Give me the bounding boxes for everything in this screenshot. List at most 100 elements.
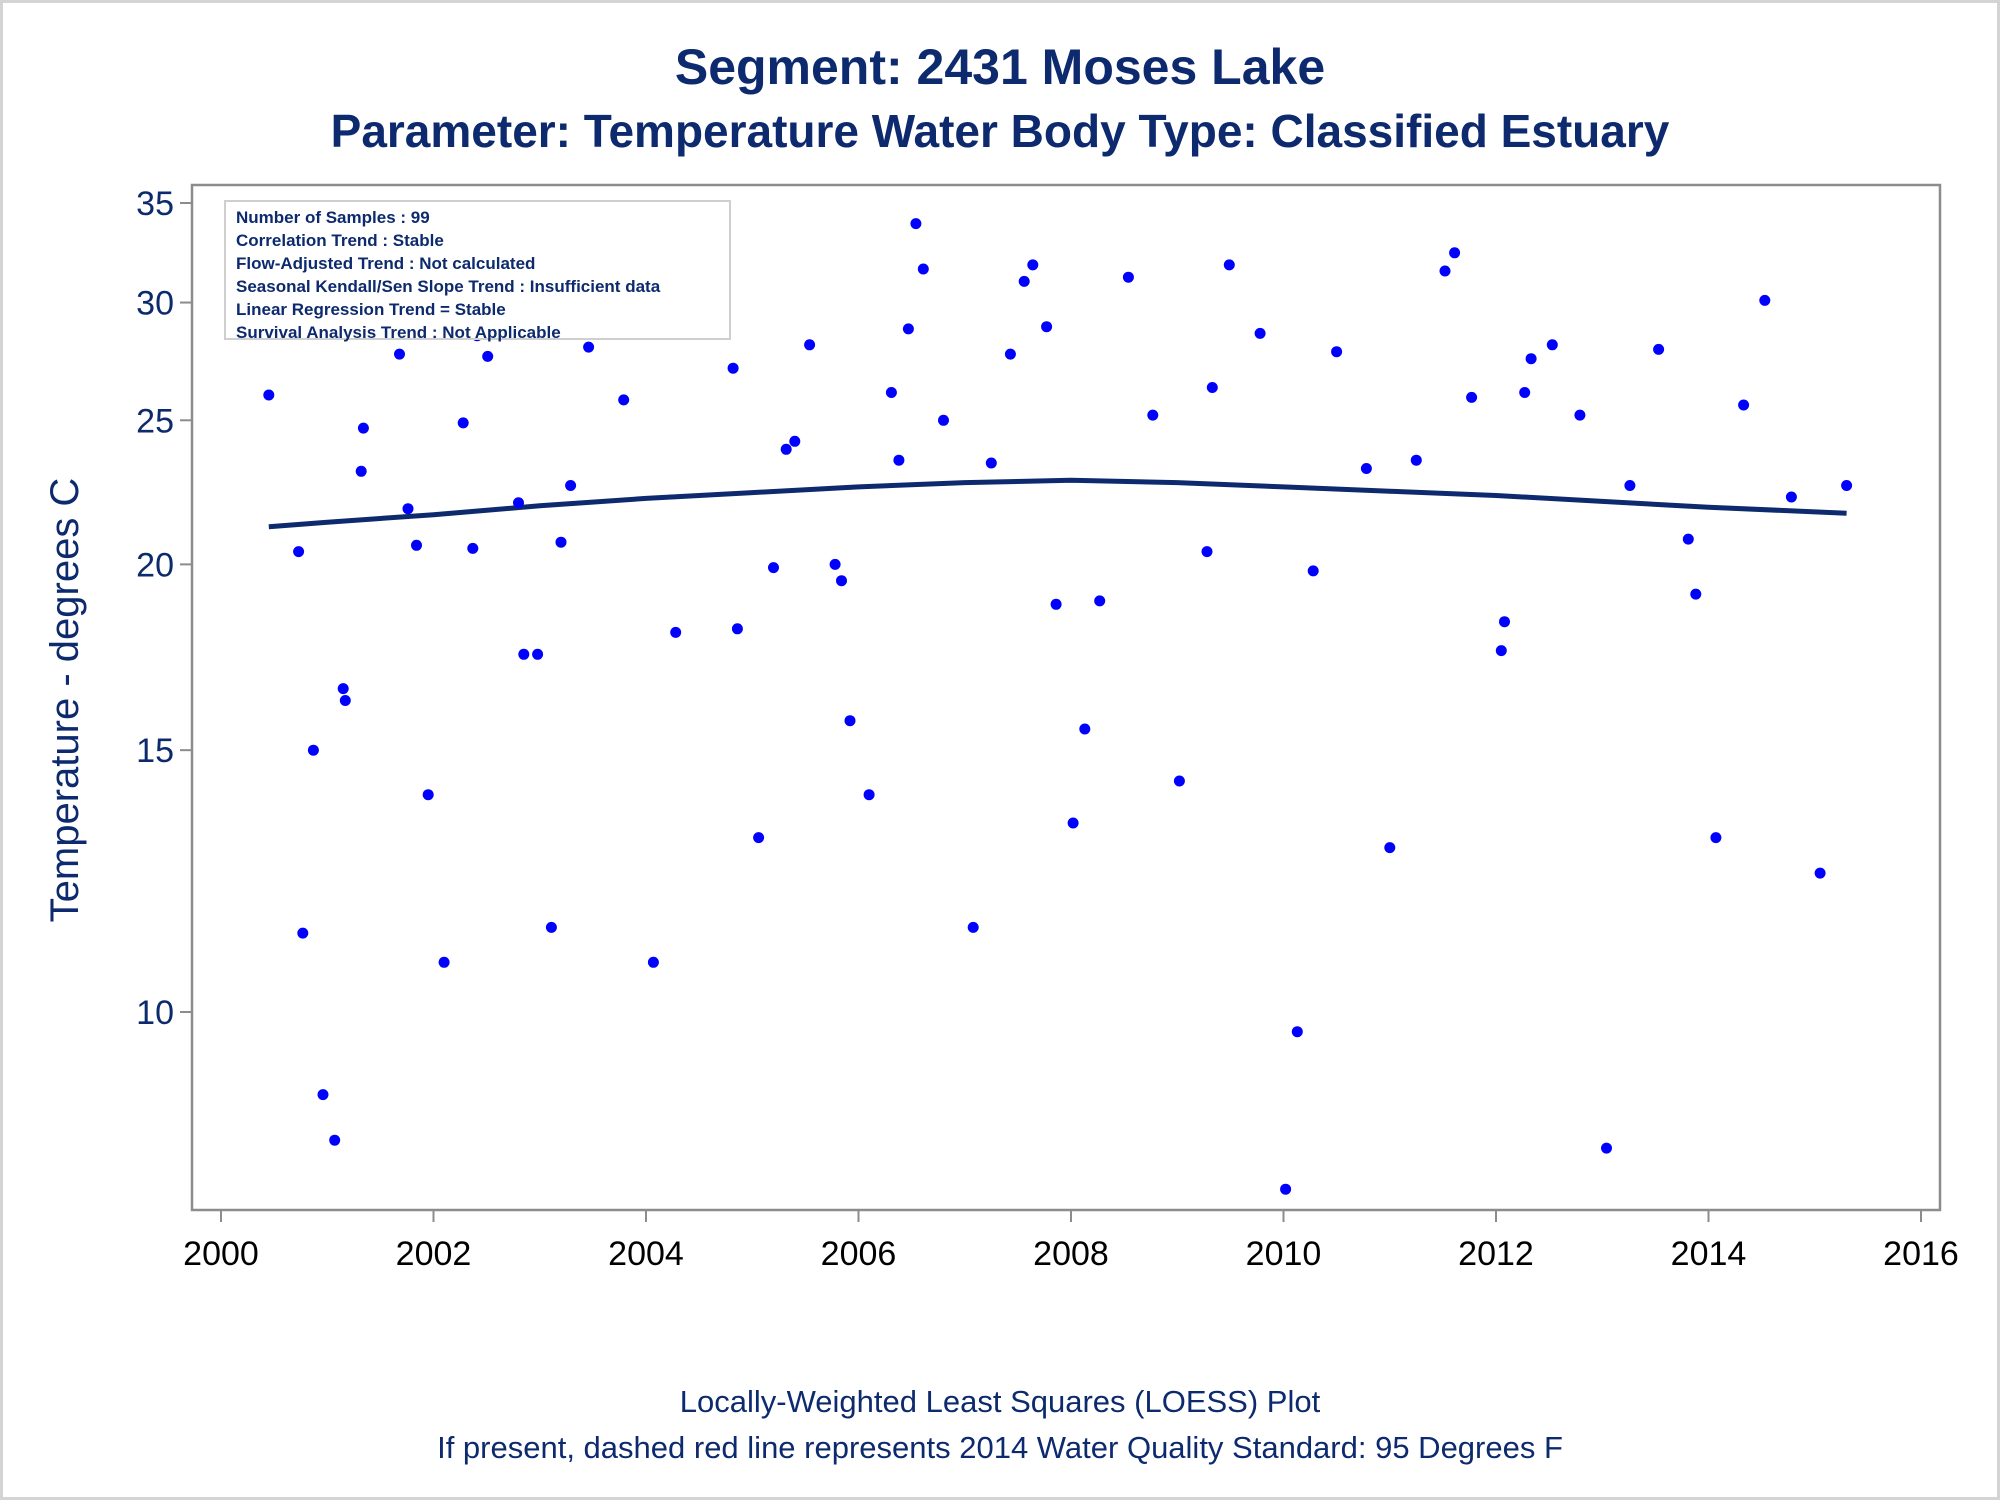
data-point xyxy=(902,323,914,335)
x-tick-label: 2012 xyxy=(1458,1235,1534,1273)
data-point xyxy=(1147,409,1159,421)
data-point xyxy=(910,218,922,230)
data-point xyxy=(1173,775,1185,787)
data-point xyxy=(1331,346,1343,358)
chart-title: Segment: 2431 Moses Lake xyxy=(674,39,1326,95)
data-point xyxy=(1384,842,1396,854)
data-point xyxy=(789,435,801,447)
data-point xyxy=(670,626,682,638)
x-tick-label: 2014 xyxy=(1671,1235,1747,1273)
data-point xyxy=(402,503,414,515)
data-point xyxy=(1067,817,1079,829)
data-point xyxy=(1449,247,1461,259)
stat-flow-adjusted-trend: Flow-Adjusted Trend : Not calculated xyxy=(236,254,536,273)
y-tick-label: 20 xyxy=(136,546,174,584)
x-tick-label: 2002 xyxy=(396,1235,472,1273)
data-point xyxy=(731,623,743,635)
data-point xyxy=(1206,382,1218,393)
data-point xyxy=(1079,723,1091,735)
data-point xyxy=(1759,294,1771,306)
x-tick-label: 2016 xyxy=(1883,1235,1959,1273)
data-point xyxy=(1223,259,1235,271)
data-point xyxy=(1690,588,1702,600)
data-point xyxy=(1785,491,1797,503)
data-point xyxy=(893,454,905,466)
data-point xyxy=(339,695,351,706)
data-point xyxy=(1094,595,1106,607)
footnote-loess: Locally-Weighted Least Squares (LOESS) P… xyxy=(679,1384,1321,1419)
plot-area-frame xyxy=(190,183,1942,1212)
data-point xyxy=(753,832,765,844)
data-point xyxy=(647,956,659,968)
data-point xyxy=(307,744,319,756)
data-point xyxy=(317,1089,329,1101)
x-tick-label: 2004 xyxy=(608,1235,684,1273)
stat-linear-regression-trend: Linear Regression Trend = Stable xyxy=(236,300,506,319)
data-point xyxy=(583,341,595,353)
stat-survival-analysis-trend: Survival Analysis Trend : Not Applicable xyxy=(236,323,561,342)
data-point xyxy=(518,648,530,660)
y-tick-label: 25 xyxy=(136,402,174,440)
data-point xyxy=(329,1134,341,1146)
data-point xyxy=(1307,565,1319,577)
data-point xyxy=(844,715,856,727)
data-point xyxy=(513,497,524,509)
data-point xyxy=(1291,1026,1303,1038)
data-point xyxy=(917,263,929,275)
data-point xyxy=(1495,645,1507,657)
y-tick-label: 15 xyxy=(136,732,174,770)
loess-line xyxy=(268,477,1847,530)
data-point xyxy=(1499,616,1510,628)
data-point xyxy=(545,921,557,933)
data-point xyxy=(985,457,997,469)
data-point xyxy=(1254,327,1266,339)
data-point xyxy=(565,480,577,491)
data-point xyxy=(727,362,739,374)
data-point xyxy=(1738,399,1750,411)
trend-stats-box: Number of Samples : 99 Correlation Trend… xyxy=(224,200,731,342)
data-point xyxy=(422,789,434,801)
data-point xyxy=(1280,1183,1292,1195)
data-point xyxy=(337,683,349,695)
data-point xyxy=(297,927,309,939)
data-point xyxy=(438,956,450,968)
footnote-standard: If present, dashed red line represents 2… xyxy=(437,1430,1563,1465)
x-tick-label: 2006 xyxy=(821,1235,897,1273)
data-point xyxy=(1410,454,1422,466)
data-point xyxy=(1525,353,1537,365)
data-point xyxy=(1018,275,1030,287)
data-point xyxy=(1574,409,1586,421)
data-point xyxy=(1682,533,1694,545)
data-point xyxy=(938,414,949,426)
data-point xyxy=(1814,867,1826,879)
stat-correlation-trend: Correlation Trend : Stable xyxy=(236,231,444,250)
x-tick-label: 2008 xyxy=(1033,1235,1109,1273)
data-point xyxy=(829,558,841,570)
data-point xyxy=(1653,343,1665,355)
data-point xyxy=(1050,598,1062,610)
chart-subtitle: Parameter: Temperature Water Body Type: … xyxy=(330,105,1670,157)
data-point xyxy=(293,546,305,558)
y-tick-label: 35 xyxy=(136,185,174,223)
data-point xyxy=(780,443,792,455)
data-point xyxy=(355,465,367,477)
y-tick-label: 30 xyxy=(136,285,174,323)
data-point xyxy=(411,539,422,551)
data-point xyxy=(1466,391,1478,403)
data-point xyxy=(1601,1142,1612,1154)
x-tick-label: 2000 xyxy=(183,1235,259,1273)
data-point xyxy=(1041,321,1053,333)
data-point xyxy=(532,648,544,660)
stat-samples: Number of Samples : 99 xyxy=(236,208,430,227)
data-point xyxy=(467,542,479,554)
y-axis-label: Temperature - degrees C xyxy=(43,478,87,923)
data-point xyxy=(804,339,816,351)
data-point xyxy=(1624,480,1636,491)
data-point xyxy=(1841,480,1853,491)
data-point xyxy=(1360,463,1372,474)
data-point xyxy=(1201,546,1213,558)
data-point xyxy=(836,575,847,587)
data-point xyxy=(768,562,779,574)
data-point xyxy=(967,921,979,933)
